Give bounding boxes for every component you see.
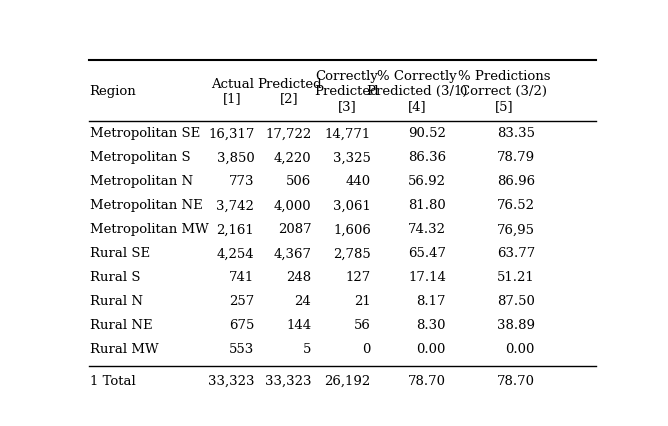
Text: 3,850: 3,850 bbox=[216, 151, 255, 164]
Text: 16,317: 16,317 bbox=[208, 127, 255, 140]
Text: % Predictions
Correct (3/2)
[5]: % Predictions Correct (3/2) [5] bbox=[458, 70, 550, 113]
Text: 2087: 2087 bbox=[278, 223, 311, 236]
Text: Actual
[1]: Actual [1] bbox=[211, 78, 254, 105]
Text: 127: 127 bbox=[345, 271, 371, 284]
Text: 33,323: 33,323 bbox=[265, 374, 311, 387]
Text: 553: 553 bbox=[229, 343, 255, 356]
Text: 56: 56 bbox=[354, 319, 371, 332]
Text: 38.89: 38.89 bbox=[497, 319, 535, 332]
Text: 248: 248 bbox=[286, 271, 311, 284]
Text: 87.50: 87.50 bbox=[497, 295, 535, 308]
Text: 76,95: 76,95 bbox=[497, 223, 535, 236]
Text: 3,325: 3,325 bbox=[333, 151, 371, 164]
Text: Rural MW: Rural MW bbox=[90, 343, 158, 356]
Text: Correctly
Predicted
[3]: Correctly Predicted [3] bbox=[315, 70, 379, 113]
Text: 4,220: 4,220 bbox=[274, 151, 311, 164]
Text: 78.70: 78.70 bbox=[408, 374, 446, 387]
Text: Metropolitan NE: Metropolitan NE bbox=[90, 199, 202, 212]
Text: 17.14: 17.14 bbox=[408, 271, 446, 284]
Text: 26,192: 26,192 bbox=[325, 374, 371, 387]
Text: 86.96: 86.96 bbox=[497, 175, 535, 188]
Text: 257: 257 bbox=[229, 295, 255, 308]
Text: 773: 773 bbox=[229, 175, 255, 188]
Text: 78.70: 78.70 bbox=[497, 374, 535, 387]
Text: 74.32: 74.32 bbox=[408, 223, 446, 236]
Text: 0: 0 bbox=[363, 343, 371, 356]
Text: Rural NE: Rural NE bbox=[90, 319, 152, 332]
Text: 1 Total: 1 Total bbox=[90, 374, 136, 387]
Text: Metropolitan MW: Metropolitan MW bbox=[90, 223, 208, 236]
Text: 5: 5 bbox=[303, 343, 311, 356]
Text: 33,323: 33,323 bbox=[208, 374, 255, 387]
Text: 506: 506 bbox=[286, 175, 311, 188]
Text: 14,771: 14,771 bbox=[325, 127, 371, 140]
Text: 90.52: 90.52 bbox=[408, 127, 446, 140]
Text: 78.79: 78.79 bbox=[497, 151, 535, 164]
Text: 65.47: 65.47 bbox=[408, 247, 446, 260]
Text: 2,161: 2,161 bbox=[216, 223, 255, 236]
Text: 3,742: 3,742 bbox=[216, 199, 255, 212]
Text: Rural N: Rural N bbox=[90, 295, 143, 308]
Text: 21: 21 bbox=[354, 295, 371, 308]
Text: Metropolitan SE: Metropolitan SE bbox=[90, 127, 200, 140]
Text: 4,254: 4,254 bbox=[216, 247, 255, 260]
Text: 741: 741 bbox=[229, 271, 255, 284]
Text: 86.36: 86.36 bbox=[407, 151, 446, 164]
Text: 76.52: 76.52 bbox=[497, 199, 535, 212]
Text: Predicted
[2]: Predicted [2] bbox=[257, 78, 321, 105]
Text: 8.17: 8.17 bbox=[416, 295, 446, 308]
Text: 4,367: 4,367 bbox=[273, 247, 311, 260]
Text: 144: 144 bbox=[286, 319, 311, 332]
Text: 3,061: 3,061 bbox=[333, 199, 371, 212]
Text: Region: Region bbox=[90, 85, 136, 98]
Text: 0.00: 0.00 bbox=[417, 343, 446, 356]
Text: 1,606: 1,606 bbox=[333, 223, 371, 236]
Text: 56.92: 56.92 bbox=[408, 175, 446, 188]
Text: 63.77: 63.77 bbox=[497, 247, 535, 260]
Text: Rural S: Rural S bbox=[90, 271, 140, 284]
Text: Metropolitan S: Metropolitan S bbox=[90, 151, 190, 164]
Text: 2,785: 2,785 bbox=[333, 247, 371, 260]
Text: 83.35: 83.35 bbox=[497, 127, 535, 140]
Text: Metropolitan N: Metropolitan N bbox=[90, 175, 193, 188]
Text: % Correctly
Predicted (3/1)
[4]: % Correctly Predicted (3/1) [4] bbox=[367, 70, 467, 113]
Text: 24: 24 bbox=[295, 295, 311, 308]
Text: 17,722: 17,722 bbox=[265, 127, 311, 140]
Text: 81.80: 81.80 bbox=[408, 199, 446, 212]
Text: 675: 675 bbox=[229, 319, 255, 332]
Text: 4,000: 4,000 bbox=[274, 199, 311, 212]
Text: 51.21: 51.21 bbox=[497, 271, 535, 284]
Text: Rural SE: Rural SE bbox=[90, 247, 150, 260]
Text: 8.30: 8.30 bbox=[416, 319, 446, 332]
Text: 440: 440 bbox=[346, 175, 371, 188]
Text: 0.00: 0.00 bbox=[506, 343, 535, 356]
